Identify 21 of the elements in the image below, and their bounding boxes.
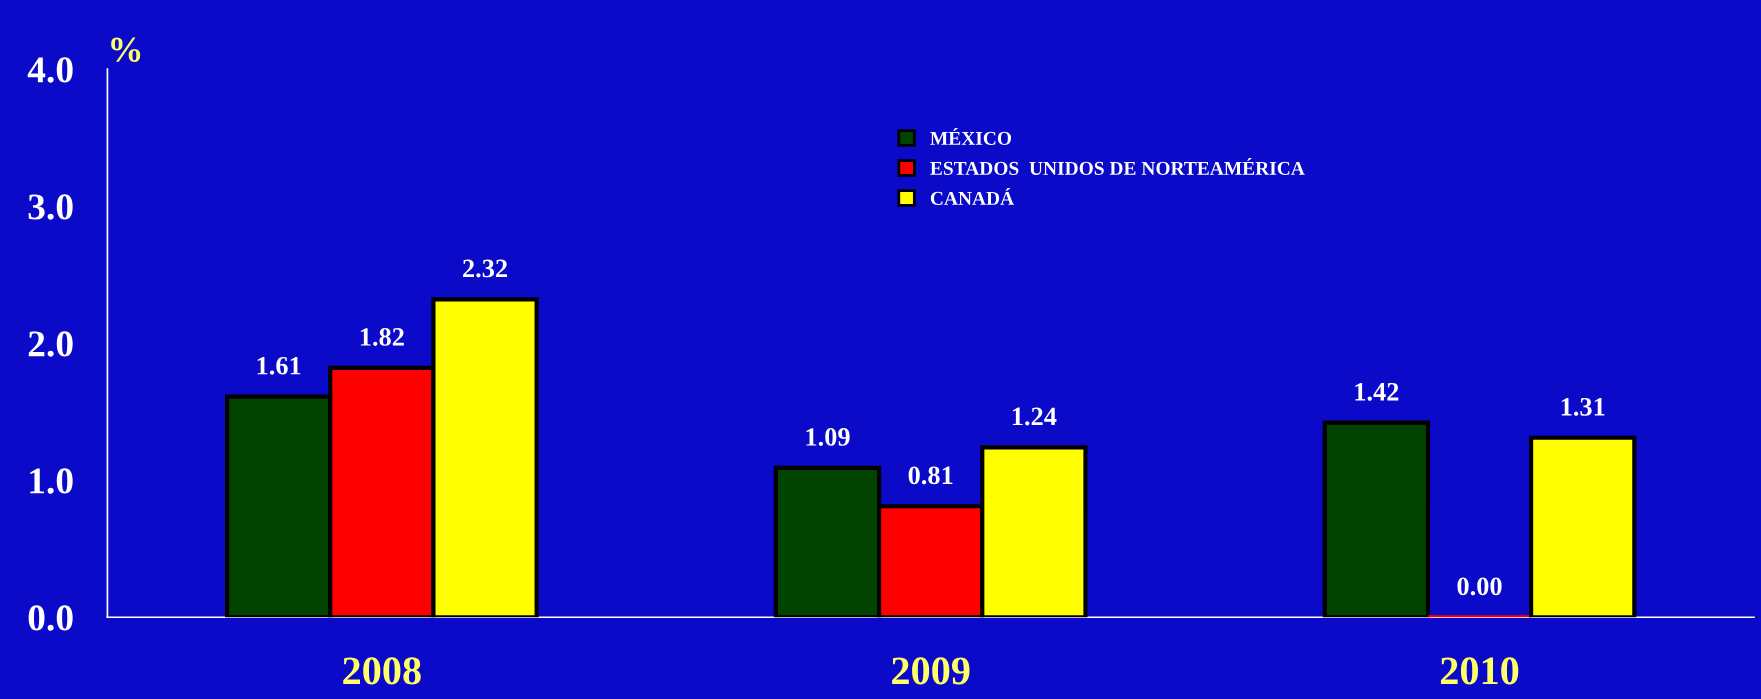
y-axis-title: % (111, 37, 141, 62)
data-label: 0.00 (1457, 577, 1502, 596)
data-label: 1.61 (257, 356, 301, 375)
legend-label: MÉXICO (930, 128, 1012, 145)
y-tick-label: 4.0 (27, 57, 73, 83)
legend-label: CANADÁ (930, 188, 1015, 205)
y-tick-label: 1.0 (30, 468, 73, 494)
data-label: 1.42 (1355, 382, 1399, 401)
y-tick-label: 0.0 (28, 605, 73, 631)
legend-label: ESTADOS UNIDOS DE NORTEAMÉRICA (930, 158, 1305, 175)
x-tick-label: 2010 (1440, 657, 1519, 685)
data-label: 1.82 (360, 328, 404, 346)
data-label: 1.31 (1561, 397, 1605, 416)
y-tick-label: 2.0 (28, 331, 73, 357)
x-tick-label: 2008 (343, 657, 421, 685)
y-tick-label: 3.0 (28, 194, 73, 220)
data-label: 1.09 (806, 428, 850, 446)
data-label: 0.81 (908, 466, 953, 485)
x-tick-label: 2009 (892, 657, 970, 685)
data-label: 2.32 (463, 259, 507, 278)
data-label: 1.24 (1012, 407, 1057, 426)
